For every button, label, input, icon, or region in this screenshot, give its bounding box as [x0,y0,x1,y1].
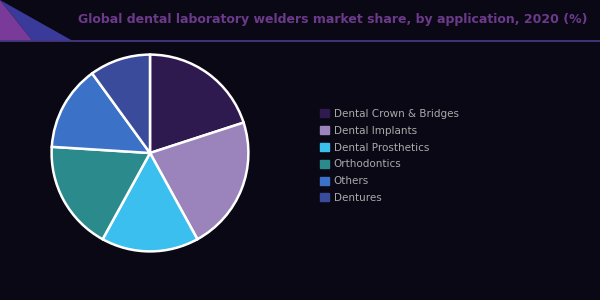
Wedge shape [52,147,150,239]
Polygon shape [0,0,72,40]
Wedge shape [150,55,244,153]
Wedge shape [103,153,197,251]
Legend: Dental Crown & Bridges, Dental Implants, Dental Prosthetics, Orthodontics, Other: Dental Crown & Bridges, Dental Implants,… [317,106,462,206]
Wedge shape [92,55,150,153]
Wedge shape [150,123,248,239]
Polygon shape [0,0,32,40]
Text: Global dental laboratory welders market share, by application, 2020 (%): Global dental laboratory welders market … [78,14,587,26]
Wedge shape [52,74,150,153]
